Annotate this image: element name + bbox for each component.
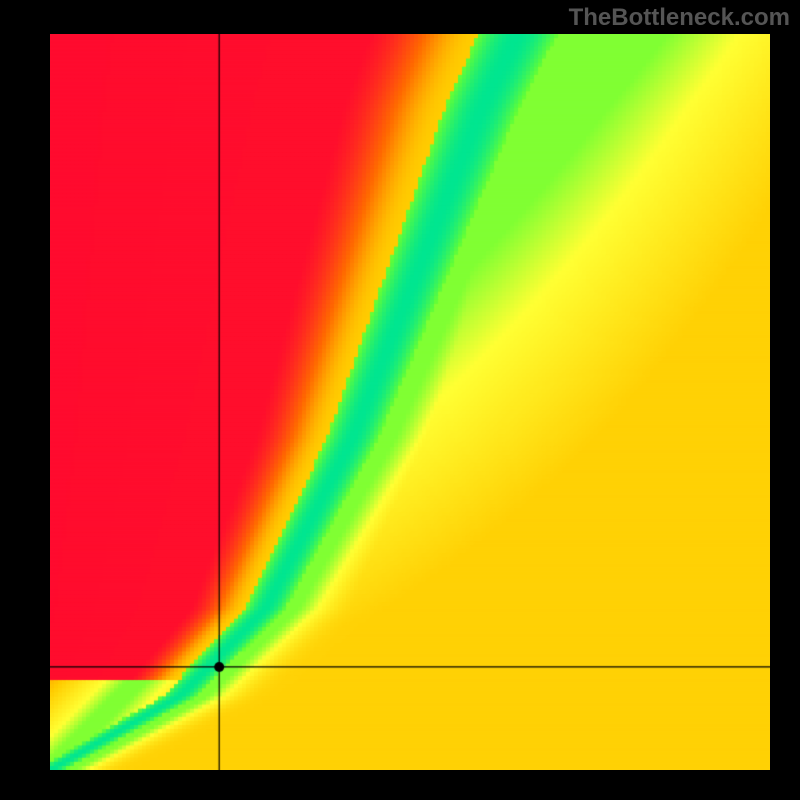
watermark-text: TheBottleneck.com (569, 4, 790, 32)
bottleneck-heatmap (50, 34, 770, 770)
chart-container: TheBottleneck.com (0, 0, 800, 800)
